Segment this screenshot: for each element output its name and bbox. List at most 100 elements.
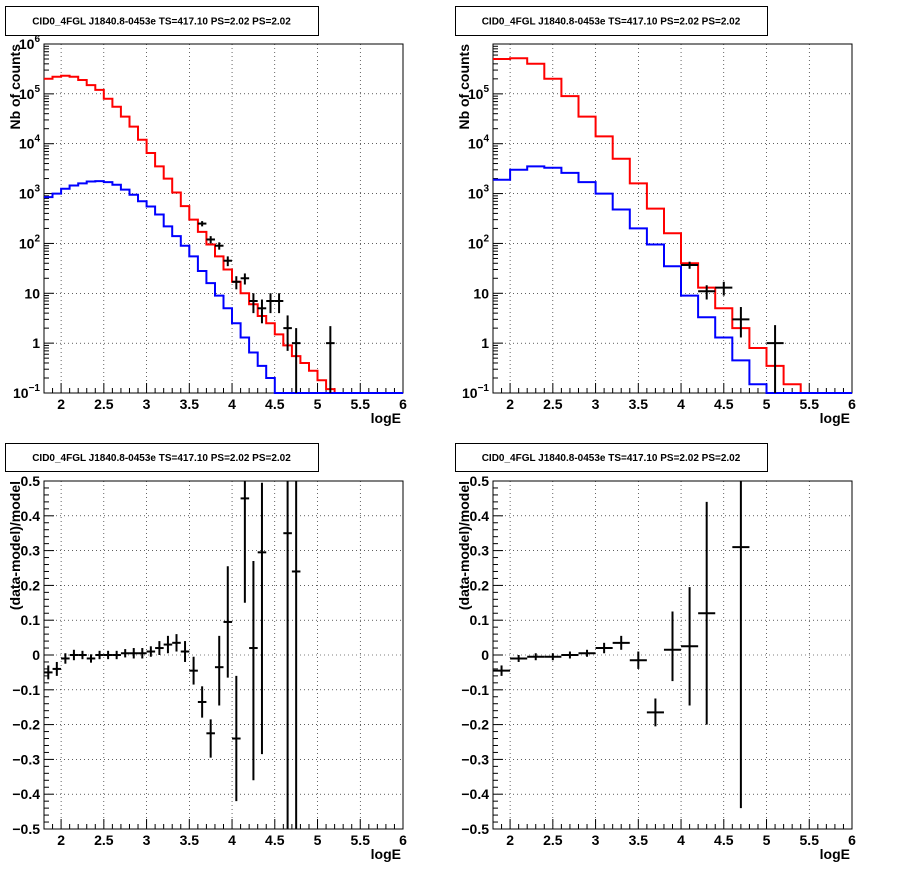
data-point (257, 482, 267, 755)
y-tick-base: 0 (481, 647, 489, 663)
y-tick-base: 10 (19, 136, 35, 152)
panel-4: CID0_4FGL J1840.8-0453e TS=417.10 PS=2.0… (455, 443, 856, 862)
x-tick-label: 4.5 (714, 832, 734, 848)
data-point (595, 642, 613, 654)
data-point (78, 650, 87, 660)
y-tick-label: 103 (19, 184, 41, 202)
y-tick-label: 102 (19, 233, 41, 251)
data-point (766, 325, 784, 393)
data-point (257, 299, 267, 324)
x-tick-label: 2.5 (94, 396, 114, 412)
x-axis-title: logE (371, 846, 401, 862)
y-tick-exponent: 3 (483, 184, 489, 195)
histogram-total-model (493, 57, 852, 394)
x-tick-label: 5.5 (800, 396, 820, 412)
data-point (240, 481, 250, 603)
x-tick-label: 3 (143, 832, 151, 848)
x-tick-label: 2 (506, 396, 514, 412)
data-point (240, 273, 250, 285)
data-point (206, 719, 215, 758)
y-tick-base: −0.1 (461, 682, 489, 698)
data-point (86, 654, 96, 663)
y-tick-base: 0.1 (21, 612, 41, 628)
x-axis-title: logE (820, 846, 850, 862)
y-axis-title: (data-model)/model (456, 481, 472, 610)
data-point (715, 281, 733, 296)
data-point (544, 653, 562, 661)
x-tick-label: 2 (506, 832, 514, 848)
data-point (249, 293, 258, 314)
y-tick-base: 10 (19, 36, 35, 52)
y-tick-label: −0.5 (461, 821, 489, 837)
data-point (197, 221, 207, 227)
data-point (326, 326, 335, 393)
y-tick-exponent: 3 (34, 184, 40, 195)
y-tick-base: −0.3 (12, 751, 40, 767)
y-tick-label: 1 (481, 335, 489, 351)
data-point (180, 641, 190, 662)
y-tick-label: 0 (32, 647, 40, 663)
data-point (274, 293, 284, 314)
y-tick-exponent: −1 (29, 383, 41, 394)
y-tick-base: 10 (19, 235, 35, 251)
y-tick-label: 0.1 (470, 612, 490, 628)
y-tick-label: 103 (468, 184, 490, 202)
y-tick-base: 0.2 (470, 577, 490, 593)
y-tick-label: 0.5 (21, 473, 41, 489)
panel-3: CID0_4FGL J1840.8-0453e TS=417.10 PS=2.0… (5, 443, 407, 862)
y-tick-label: −0.3 (461, 751, 489, 767)
data-point (291, 481, 301, 829)
x-tick-label: 5 (763, 396, 771, 412)
y-tick-base: 10 (462, 385, 478, 401)
y-axis-title: Nb of counts (7, 44, 23, 130)
y-tick-label: 10 (473, 285, 489, 301)
plot-frame (492, 43, 853, 394)
y-tick-base: 10 (468, 136, 484, 152)
y-tick-base: 0.5 (470, 473, 490, 489)
y-tick-base: −0.3 (461, 751, 489, 767)
x-tick-label: 2.5 (543, 396, 563, 412)
chart-title: CID0_4FGL J1840.8-0453e TS=417.10 PS=2.0… (482, 453, 741, 464)
y-tick-base: 10 (473, 285, 489, 301)
series-3 (681, 261, 784, 393)
y-axis-title: Nb of counts (456, 44, 472, 130)
data-point (95, 650, 104, 660)
y-tick-label: 10−1 (462, 383, 489, 401)
y-tick-label: −0.3 (12, 751, 40, 767)
y-tick-label: 0.1 (21, 612, 41, 628)
y-tick-label: 1 (32, 335, 40, 351)
data-point (61, 653, 70, 664)
y-tick-base: 0.3 (470, 543, 490, 559)
x-tick-label: 6 (848, 832, 856, 848)
data-point (663, 611, 682, 682)
y-tick-label: 0.3 (21, 543, 41, 559)
y-tick-base: 10 (13, 385, 29, 401)
chart-title: CID0_4FGL J1840.8-0453e TS=417.10 PS=2.0… (482, 17, 741, 28)
y-tick-base: 10 (468, 86, 484, 102)
x-tick-label: 4.5 (714, 396, 734, 412)
x-tick-label: 3.5 (180, 396, 200, 412)
data-point (129, 648, 139, 659)
y-tick-label: −0.4 (12, 786, 40, 802)
series-2 (493, 165, 852, 394)
data-point (681, 587, 699, 706)
chart-title: CID0_4FGL J1840.8-0453e TS=417.10 PS=2.0… (32, 17, 291, 28)
x-tick-label: 5 (763, 832, 771, 848)
y-tick-exponent: 2 (483, 233, 489, 244)
data-point (283, 315, 292, 351)
y-tick-exponent: −1 (478, 383, 490, 394)
y-tick-base: −0.1 (12, 682, 40, 698)
data-point (681, 261, 699, 269)
x-tick-label: 4 (677, 396, 685, 412)
y-tick-base: 10 (468, 186, 484, 202)
series-3 (197, 221, 335, 393)
data-point (291, 328, 301, 393)
x-tick-label: 6 (848, 396, 856, 412)
title-box (5, 6, 319, 36)
data-point (629, 651, 647, 669)
x-tick-label: 5.5 (351, 832, 371, 848)
x-tick-label: 3 (592, 396, 600, 412)
y-tick-label: 0.5 (470, 473, 490, 489)
panel-2: CID0_4FGL J1840.8-0453e TS=417.10 PS=2.0… (455, 6, 856, 426)
